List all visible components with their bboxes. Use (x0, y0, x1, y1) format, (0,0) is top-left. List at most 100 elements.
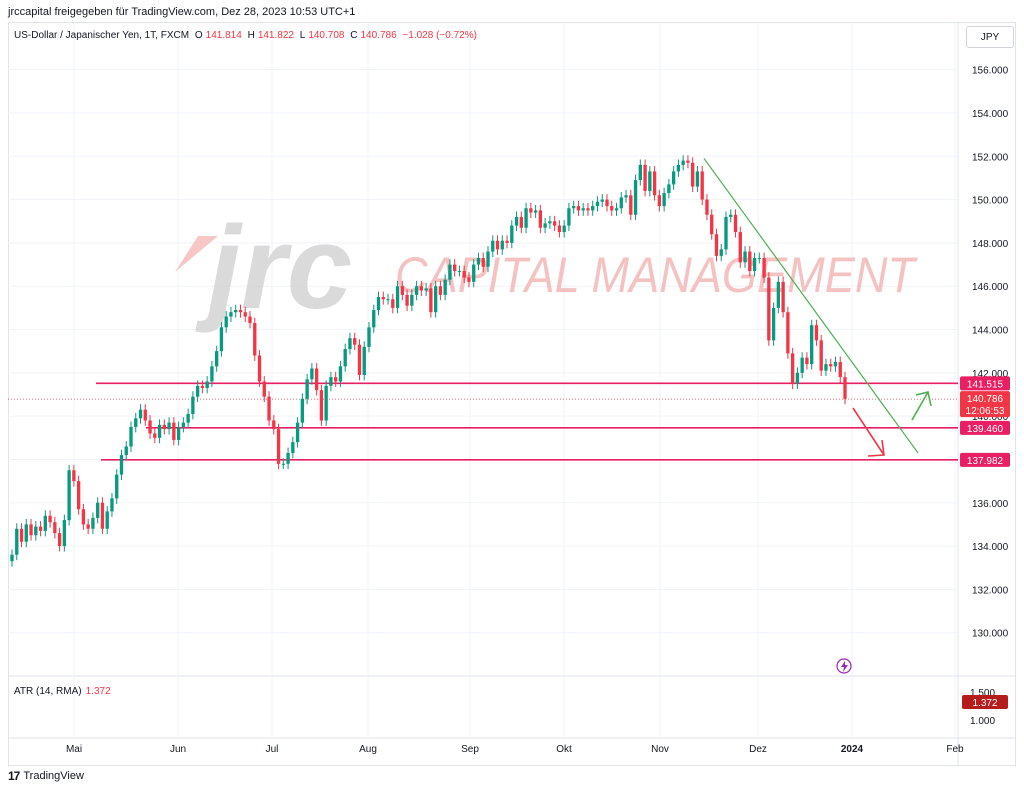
candle-body (405, 294, 409, 306)
candle (614, 202, 619, 216)
candle (591, 200, 595, 216)
candle-body (567, 208, 571, 226)
x-tick-label: Aug (359, 744, 377, 755)
candle (267, 391, 271, 426)
candle-body (34, 526, 38, 536)
candle (67, 464, 71, 526)
candle (410, 289, 414, 312)
candle (467, 272, 471, 288)
candle (586, 202, 590, 216)
candle-body (790, 353, 795, 384)
tradingview-logo-icon: 17 (8, 769, 20, 783)
candle (143, 404, 147, 426)
candle-body (614, 208, 619, 211)
last-price-text: 140.786 (967, 394, 1004, 405)
candle-body (686, 160, 690, 163)
candle-body (310, 368, 314, 380)
candle-body (676, 164, 681, 172)
candle-body (229, 312, 233, 317)
candle (176, 421, 181, 446)
candle-body (838, 362, 842, 378)
candle-body (667, 184, 671, 194)
candle (286, 447, 290, 470)
candle-body (343, 349, 347, 367)
candle-body (129, 426, 133, 447)
candle (524, 202, 528, 234)
symbol-label[interactable]: US-Dollar / Japanischer Yen, 1T, FXCM (14, 30, 190, 41)
candle (405, 289, 409, 312)
candle (648, 166, 652, 197)
candle-body (376, 297, 381, 311)
candle-body (814, 325, 819, 341)
candle-body (557, 225, 562, 233)
candle (776, 276, 781, 314)
candle (514, 211, 519, 231)
candle (519, 211, 523, 234)
candle-body (200, 385, 205, 388)
candle-body (19, 528, 24, 542)
candle (476, 252, 481, 270)
candle-body (134, 418, 138, 427)
candle (96, 497, 100, 524)
horizontal-levels (8, 382, 958, 461)
candle (829, 358, 833, 372)
candle (595, 196, 600, 212)
candle (338, 360, 343, 387)
candle-body (419, 286, 424, 291)
candle-body (729, 214, 733, 217)
price-label-text: 137.982 (967, 456, 1004, 467)
candle (433, 280, 438, 318)
candle-body (291, 442, 295, 453)
candle-body (476, 258, 481, 265)
candle-body (138, 409, 143, 419)
candle (762, 252, 766, 283)
candle (395, 280, 400, 314)
candle (48, 510, 52, 528)
candle (343, 343, 347, 372)
candle-body (96, 502, 100, 518)
candle-body (100, 502, 105, 529)
candle-body (181, 422, 186, 427)
trend-line (703, 158, 919, 454)
y-tick-label: 134.000 (972, 542, 1009, 553)
candle-body (186, 413, 190, 423)
candle-body (453, 264, 457, 272)
candle-body (786, 312, 790, 354)
currency-button[interactable]: JPY (966, 26, 1014, 48)
candle (710, 209, 714, 240)
candle (57, 527, 62, 552)
lightning-icon (836, 658, 852, 674)
candle-body (67, 470, 71, 521)
candle-body (195, 385, 200, 397)
candle (638, 159, 642, 186)
candle (372, 304, 376, 333)
candle (243, 306, 247, 322)
candle-body (124, 446, 128, 456)
atr-tick-label: 1.500 (970, 688, 995, 699)
candle-body (424, 288, 428, 291)
candle (191, 391, 195, 420)
atr-label[interactable]: ATR (14, RMA) (14, 686, 82, 697)
candle (429, 282, 433, 318)
candle (724, 211, 728, 255)
candlestick-series (10, 155, 847, 567)
atr-legend: ATR (14, RMA) 1.372 (14, 686, 111, 697)
x-tick-label: Nov (651, 744, 669, 755)
footer[interactable]: 17 TradingView (8, 769, 84, 783)
candle (619, 192, 623, 214)
y-tick-label: 132.000 (972, 585, 1009, 596)
candle-body (357, 344, 362, 375)
candle-body (491, 240, 495, 252)
candle-body (362, 346, 366, 375)
candle-body (486, 251, 490, 267)
x-tick-label: Jun (170, 744, 186, 755)
candle-body (633, 180, 638, 215)
candle-body (72, 470, 76, 482)
candle-body (253, 323, 257, 356)
candle-body (338, 366, 343, 382)
candle (295, 417, 300, 448)
candle-body (295, 422, 300, 443)
watermark-text: CAPITAL MANAGEMENT (395, 247, 918, 303)
candle-body (752, 258, 757, 272)
